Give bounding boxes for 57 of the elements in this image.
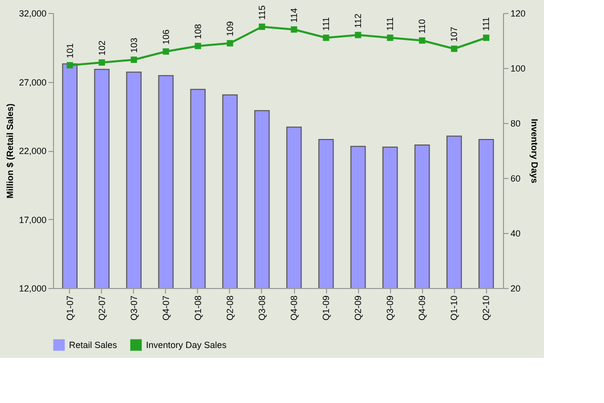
y-axis-title: Million $ (Retail Sales) bbox=[4, 103, 15, 199]
y2-tick-label: 80 bbox=[510, 118, 521, 128]
y-tick-label: 12,000 bbox=[18, 284, 46, 294]
y2-tick-label: 60 bbox=[510, 174, 521, 184]
point bbox=[66, 62, 73, 68]
y2-tick-label: 100 bbox=[510, 64, 526, 74]
data-label: 109 bbox=[224, 21, 235, 36]
x-tick-label: Q3-07 bbox=[128, 296, 139, 321]
legend-label: Retail Sales bbox=[69, 340, 118, 350]
data-label: 106 bbox=[160, 29, 171, 44]
y-tick-label: 22,000 bbox=[18, 146, 46, 156]
y2-tick-label: 40 bbox=[510, 228, 521, 238]
point bbox=[354, 32, 362, 38]
y2-tick-label: 20 bbox=[510, 284, 521, 294]
data-label: 110 bbox=[417, 19, 428, 34]
x-tick-label: Q2-07 bbox=[96, 296, 107, 321]
data-label: 112 bbox=[353, 14, 364, 28]
x-tick-label: Q4-07 bbox=[160, 296, 171, 321]
y2-axis-title: Inventory Days bbox=[530, 118, 540, 184]
y-tick-label: 17,000 bbox=[18, 214, 46, 225]
legend-label: Inventory Day Sales bbox=[146, 340, 228, 350]
x-tick-label: Q1-08 bbox=[192, 296, 203, 321]
data-label: 102 bbox=[96, 40, 107, 56]
x-tick-label: Q2-08 bbox=[224, 296, 235, 321]
point bbox=[450, 46, 458, 52]
point bbox=[162, 48, 170, 55]
point bbox=[483, 34, 490, 41]
data-label: 111 bbox=[385, 17, 396, 31]
data-label: 111 bbox=[321, 17, 332, 31]
data-label: 103 bbox=[128, 38, 139, 53]
point bbox=[226, 40, 234, 46]
point bbox=[322, 34, 330, 41]
data-label: 108 bbox=[192, 24, 203, 39]
data-label: 101 bbox=[64, 43, 75, 58]
data-label: 115 bbox=[256, 5, 267, 20]
data-label: 111 bbox=[481, 17, 492, 31]
x-tick-label: Q2-10 bbox=[481, 296, 492, 321]
point bbox=[290, 26, 298, 33]
x-tick-label: Q3-09 bbox=[385, 296, 396, 321]
y2-tick-label: 120 bbox=[510, 8, 526, 18]
data-label: 114 bbox=[289, 8, 300, 22]
point bbox=[98, 59, 106, 66]
point bbox=[258, 24, 266, 30]
x-tick-label: Q1-07 bbox=[64, 296, 75, 321]
x-tick-label: Q2-09 bbox=[353, 296, 364, 321]
y-tick-label: 27,000 bbox=[18, 77, 46, 88]
x-tick-label: Q1-10 bbox=[449, 296, 460, 321]
y-tick-label: 32,000 bbox=[18, 8, 46, 18]
point bbox=[418, 37, 426, 44]
point bbox=[386, 34, 394, 41]
point bbox=[130, 56, 138, 63]
data-label: 107 bbox=[449, 26, 460, 42]
point bbox=[194, 42, 202, 50]
x-tick-label: Q4-09 bbox=[417, 296, 428, 321]
x-tick-label: Q1-09 bbox=[321, 296, 332, 321]
x-tick-label: Q4-08 bbox=[289, 296, 300, 321]
x-tick-label: Q3-08 bbox=[256, 296, 267, 321]
